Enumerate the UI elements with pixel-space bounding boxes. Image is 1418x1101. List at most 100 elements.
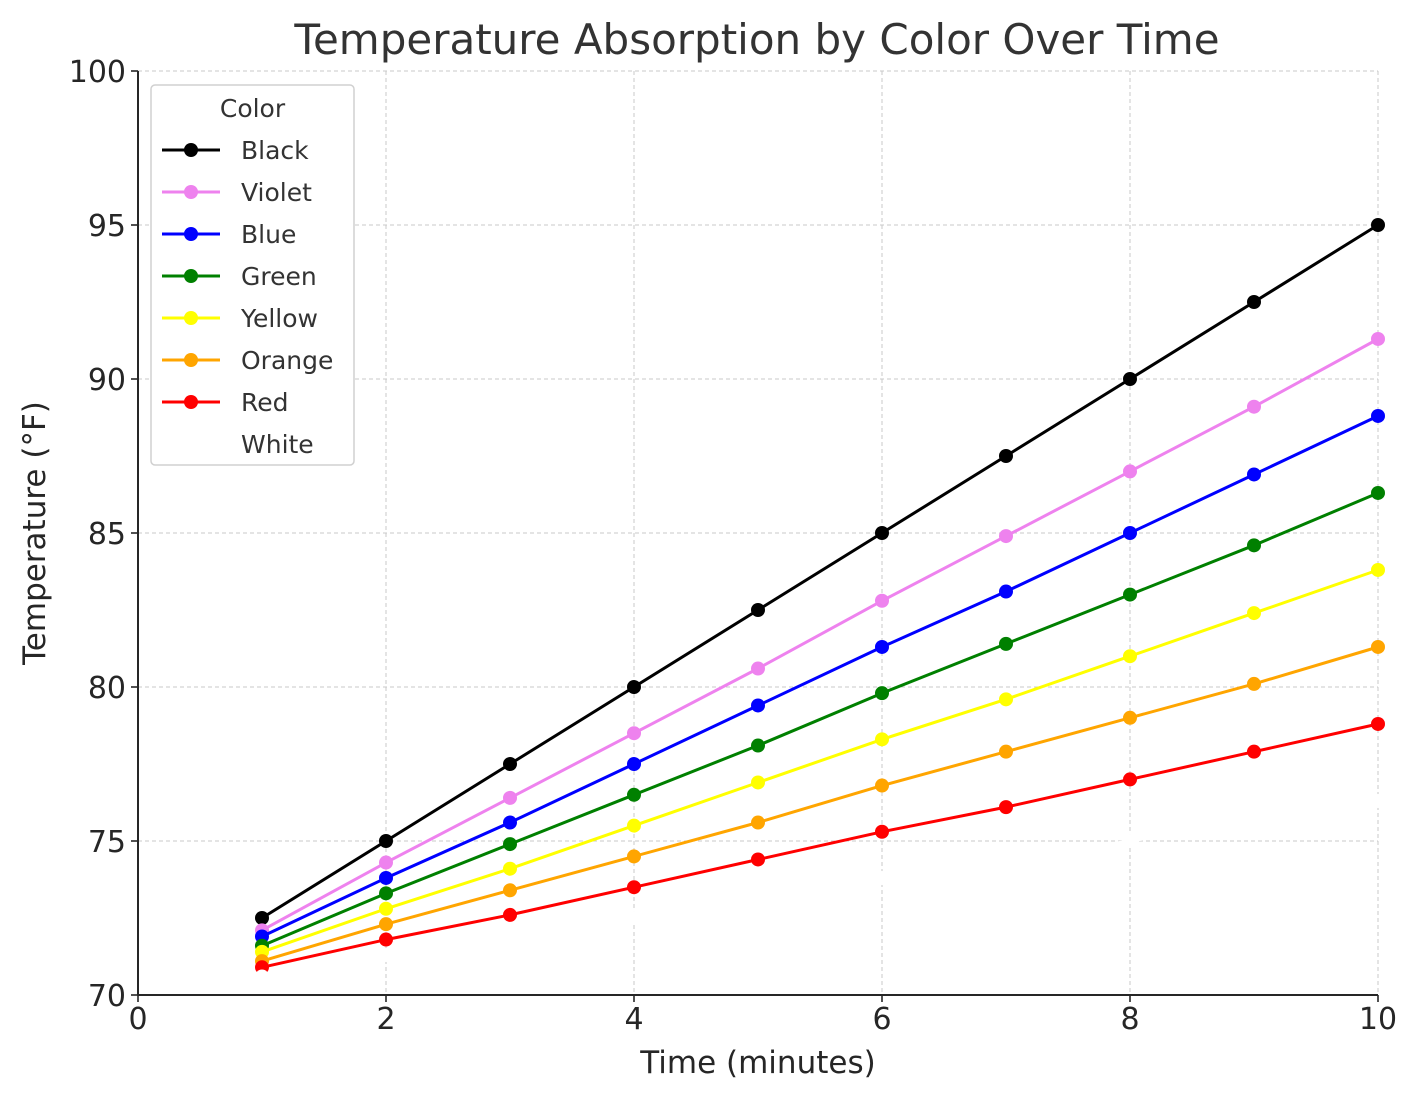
series-line-blue <box>260 414 1380 938</box>
x-tick-label: 10 <box>1359 1002 1397 1037</box>
data-point-black <box>1247 295 1261 309</box>
data-point-green <box>627 787 641 802</box>
series-line-black <box>260 223 1380 920</box>
legend-swatch-marker <box>184 185 198 199</box>
data-point-white <box>503 929 517 944</box>
data-point-white <box>255 969 269 984</box>
data-point-green <box>999 636 1013 651</box>
data-point-blue <box>1371 408 1385 423</box>
legend-label: Green <box>241 262 317 291</box>
series-yellow <box>255 562 1385 959</box>
series-violet <box>255 331 1385 938</box>
data-point-white <box>999 852 1013 867</box>
data-point-orange <box>379 917 393 932</box>
data-point-yellow <box>999 692 1013 707</box>
legend-item: Blue <box>162 220 296 249</box>
legend-item: Yellow <box>162 304 318 333</box>
legend-label: Red <box>241 388 289 417</box>
y-tick-label: 80 <box>88 671 126 706</box>
x-tick-label: 4 <box>624 1002 643 1037</box>
data-point-yellow <box>627 818 641 833</box>
data-point-white <box>1247 815 1261 830</box>
data-point-green <box>1371 485 1385 500</box>
data-point-blue <box>503 815 517 830</box>
data-point-red <box>1247 744 1261 759</box>
chart-title: Temperature Absorption by Color Over Tim… <box>293 15 1219 64</box>
legend-swatch-marker <box>184 353 198 367</box>
data-point-violet <box>627 726 641 741</box>
data-point-violet <box>503 790 517 805</box>
data-point-yellow <box>1247 606 1261 621</box>
legend-item: Green <box>162 262 317 291</box>
data-point-red <box>503 907 517 922</box>
legend-label: Violet <box>241 178 312 207</box>
data-point-green <box>379 886 393 901</box>
data-point-yellow <box>503 861 517 876</box>
series-black <box>255 218 1385 925</box>
y-axis-title: Temperature (°F) <box>17 401 53 666</box>
data-point-blue <box>1123 526 1137 540</box>
data-point-white <box>379 947 393 962</box>
legend-label: Blue <box>241 220 296 249</box>
data-point-violet <box>999 529 1013 544</box>
data-point-yellow <box>875 732 889 747</box>
data-point-black <box>1123 372 1137 386</box>
data-point-violet <box>751 661 765 676</box>
data-point-orange <box>1371 639 1385 654</box>
data-point-orange <box>1247 676 1261 691</box>
data-point-red <box>1123 772 1137 787</box>
data-point-black <box>503 757 517 771</box>
x-tick-label: 8 <box>1120 1002 1139 1037</box>
data-point-yellow <box>1371 562 1385 577</box>
x-tick-label: 0 <box>128 1002 147 1037</box>
data-point-white <box>751 892 765 907</box>
legend-swatch-marker <box>184 227 198 241</box>
data-point-black <box>255 911 269 925</box>
series-white <box>255 793 1385 984</box>
y-tick-label: 100 <box>69 55 126 90</box>
legend-item: Black <box>162 136 309 165</box>
series-green <box>255 485 1385 953</box>
legend-swatch-marker <box>184 395 198 409</box>
data-point-violet <box>379 855 393 870</box>
data-point-red <box>379 932 393 947</box>
data-point-white <box>1123 834 1137 848</box>
data-point-white <box>1371 793 1385 808</box>
series-orange <box>255 639 1385 969</box>
data-point-violet <box>1247 399 1261 414</box>
y-tick-label: 90 <box>88 363 126 398</box>
data-point-blue <box>875 639 889 654</box>
data-point-yellow <box>1123 649 1137 664</box>
data-point-orange <box>999 744 1013 759</box>
y-tick-label: 75 <box>88 825 126 860</box>
y-tick-label: 70 <box>88 979 126 1014</box>
data-point-red <box>999 800 1013 815</box>
data-point-green <box>1247 538 1261 553</box>
legend-item: Violet <box>162 178 312 207</box>
data-point-green <box>503 837 517 852</box>
x-tick-label: 2 <box>376 1002 395 1037</box>
data-point-yellow <box>751 775 765 790</box>
data-point-red <box>875 824 889 839</box>
data-point-black <box>999 449 1013 463</box>
data-point-black <box>751 603 765 617</box>
data-point-black <box>627 680 641 694</box>
series-line-green <box>260 491 1380 948</box>
data-point-red <box>751 852 765 867</box>
series-line-yellow <box>260 568 1380 954</box>
axes: 0 2 4 6 8 10 70 75 80 85 90 95 100 <box>69 55 1397 1037</box>
legend-label: White <box>241 430 314 459</box>
legend-item: Orange <box>162 346 333 375</box>
data-point-black <box>379 834 393 848</box>
data-point-green <box>875 686 889 701</box>
series-line-violet <box>260 337 1380 932</box>
legend-label: Black <box>241 136 309 165</box>
data-point-white <box>627 911 641 925</box>
data-point-blue <box>1247 467 1261 482</box>
legend-item: White <box>162 430 314 459</box>
data-point-red <box>627 880 641 895</box>
data-point-red <box>1371 716 1385 731</box>
data-point-violet <box>1371 331 1385 346</box>
y-tick-label: 95 <box>88 209 126 244</box>
